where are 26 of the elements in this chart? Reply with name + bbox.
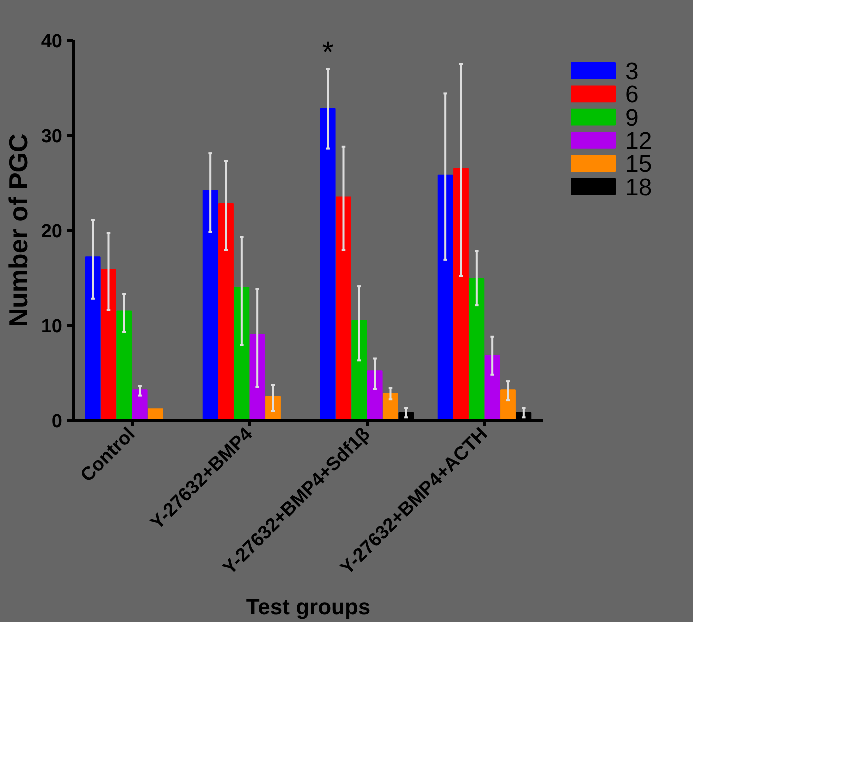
y-tick-label: 0 [52,412,63,432]
bar [132,390,148,420]
y-tick-label: 30 [41,126,63,148]
bar [234,287,250,420]
bar [116,310,132,420]
y-tick-label: 40 [41,32,63,52]
y-tick-label: 20 [41,222,63,242]
bar [438,174,454,420]
bar [454,168,469,420]
bar [250,334,266,420]
annotation: * [322,36,334,70]
bar [367,370,383,420]
bar [352,320,368,420]
y-axis-title: Number of PGC [3,133,34,328]
bar [469,278,485,420]
bar [484,355,500,420]
bar [218,203,234,420]
bar [202,190,218,420]
bar [500,390,516,420]
x-axis-title: Test groups [246,594,371,620]
y-tick-label: 10 [41,316,63,338]
bar [383,393,398,420]
bar [336,196,352,420]
bar [320,108,336,420]
bar [85,256,101,420]
bar [101,268,116,420]
